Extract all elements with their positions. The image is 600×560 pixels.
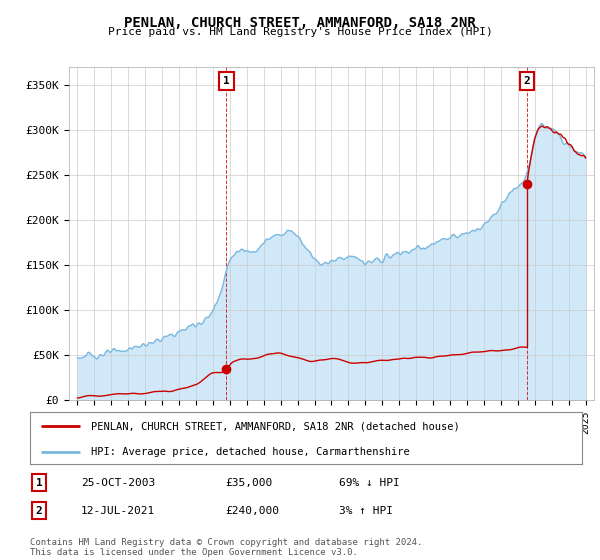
Text: £240,000: £240,000 <box>225 506 279 516</box>
Text: PENLAN, CHURCH STREET, AMMANFORD, SA18 2NR: PENLAN, CHURCH STREET, AMMANFORD, SA18 2… <box>124 16 476 30</box>
Text: 25-OCT-2003: 25-OCT-2003 <box>81 478 155 488</box>
Text: £35,000: £35,000 <box>225 478 272 488</box>
Text: Price paid vs. HM Land Registry's House Price Index (HPI): Price paid vs. HM Land Registry's House … <box>107 27 493 37</box>
Text: 1: 1 <box>223 76 230 86</box>
Text: 3% ↑ HPI: 3% ↑ HPI <box>339 506 393 516</box>
Text: Contains HM Land Registry data © Crown copyright and database right 2024.
This d: Contains HM Land Registry data © Crown c… <box>30 538 422 557</box>
Text: 2: 2 <box>35 506 43 516</box>
Text: 69% ↓ HPI: 69% ↓ HPI <box>339 478 400 488</box>
Text: HPI: Average price, detached house, Carmarthenshire: HPI: Average price, detached house, Carm… <box>91 447 409 458</box>
Text: 1: 1 <box>35 478 43 488</box>
Text: PENLAN, CHURCH STREET, AMMANFORD, SA18 2NR (detached house): PENLAN, CHURCH STREET, AMMANFORD, SA18 2… <box>91 421 460 431</box>
Text: 12-JUL-2021: 12-JUL-2021 <box>81 506 155 516</box>
Text: 2: 2 <box>524 76 530 86</box>
